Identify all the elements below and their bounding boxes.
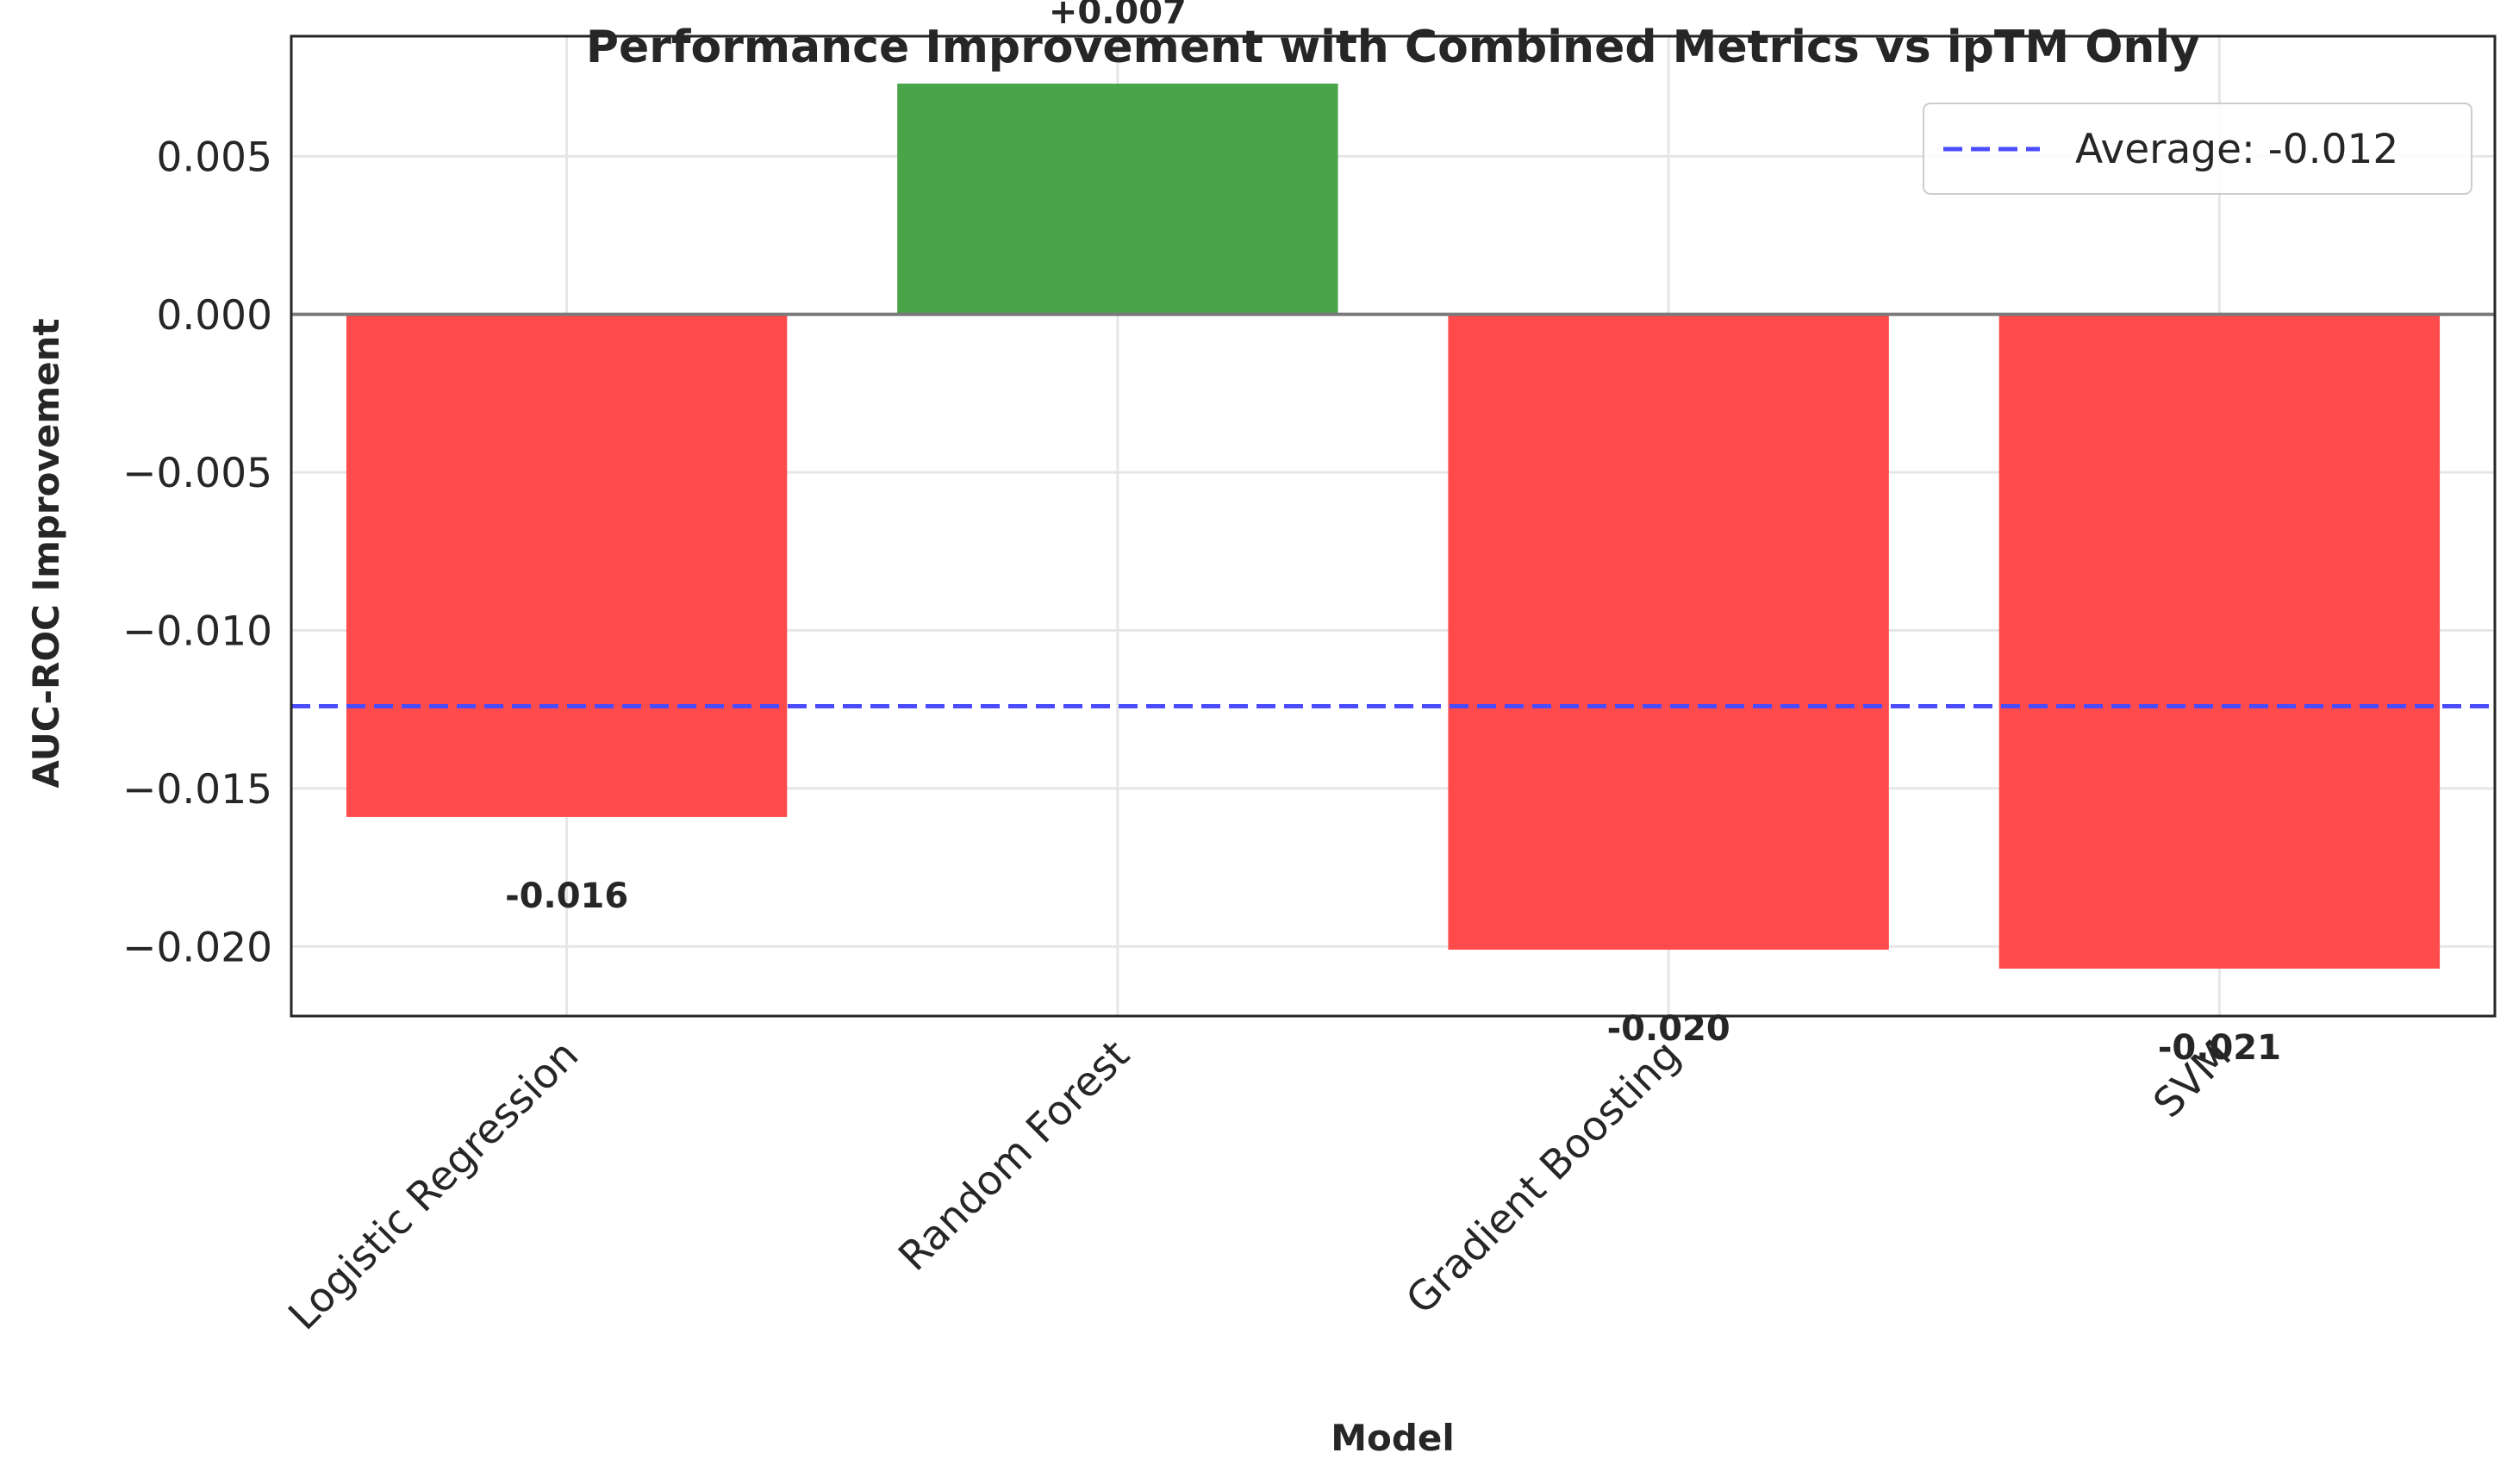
y-tick-label: −0.015 [122,766,272,814]
y-tick-label: 0.005 [156,134,272,181]
bar-value-label: -0.016 [505,876,628,916]
bar-value-label: -0.020 [1607,1009,1730,1049]
chart-title: Performance Improvement with Combined Me… [586,22,2199,73]
y-axis-ticks: 0.005 0.000 −0.005 −0.010 −0.015 −0.020 [122,134,272,971]
data-labels: -0.016 +0.007 -0.020 -0.021 [505,0,2281,1068]
x-axis-label: Model [1331,1417,1455,1459]
bars [346,84,2441,969]
y-axis-label: AUC-ROC Improvement [25,318,67,788]
bar [346,314,788,817]
y-tick-label: −0.005 [122,450,272,497]
y-tick-label: −0.010 [122,608,272,656]
reference-lines [291,312,2495,709]
plot-frame [290,34,2497,1018]
legend-average-label: Average: -0.012 [2075,126,2398,173]
bar-value-label: -0.021 [2158,1028,2281,1068]
legend: Average: -0.012 [1923,103,2472,195]
bar [1998,314,2441,969]
bar [897,84,1338,315]
bar-value-label: +0.007 [1049,0,1187,32]
y-tick-label: 0.000 [156,292,272,340]
bar [1448,314,1889,950]
legend-box [1923,103,2472,195]
y-tick-label: −0.020 [122,924,272,971]
